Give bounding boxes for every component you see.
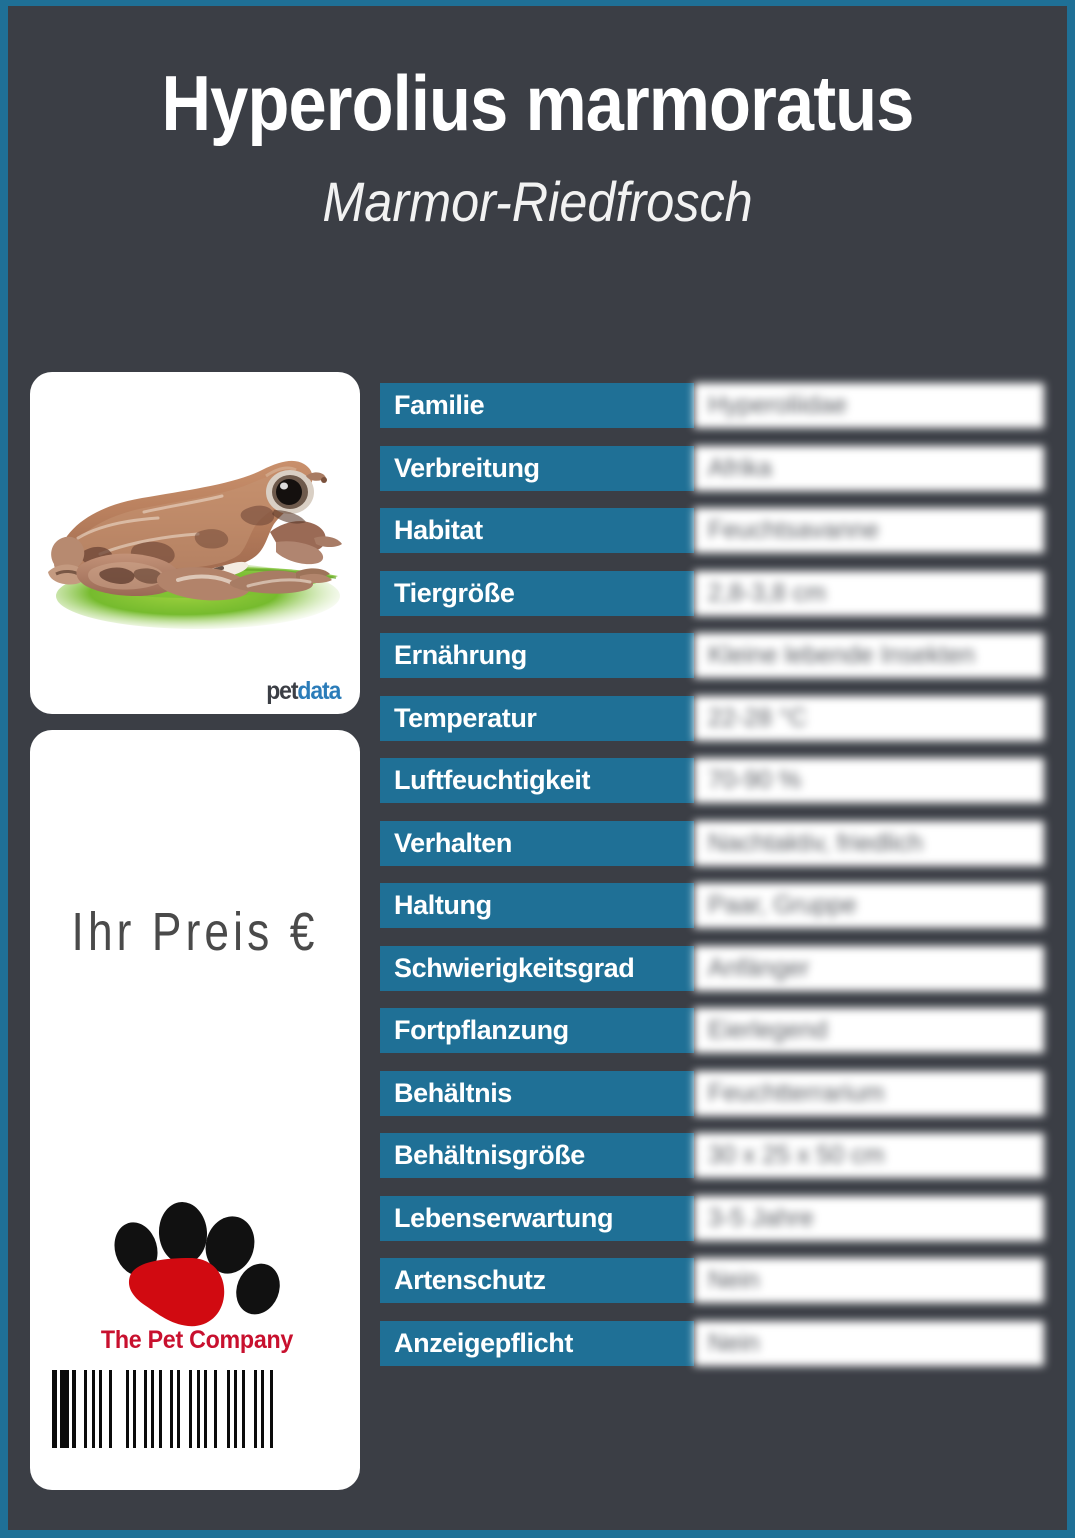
row-value: 30 x 25 x 50 cm	[694, 1133, 1044, 1178]
barcode-bar	[227, 1370, 230, 1448]
barcode-bar	[109, 1370, 112, 1448]
row-label: Verbreitung	[380, 445, 694, 491]
table-row: Ernährung Kleine lebende Insekten	[380, 633, 1044, 678]
row-label: Temperatur	[380, 695, 694, 741]
row-value: 70-90 %	[694, 758, 1044, 803]
species-info-poster: Hyperolius marmoratus Marmor-Riedfrosch	[8, 6, 1067, 1530]
row-label: Anzeigepflicht	[380, 1320, 694, 1366]
table-row: Lebenserwartung 3-5 Jahre	[380, 1195, 1044, 1241]
barcode-bar	[60, 1370, 69, 1448]
row-value: 3-5 Jahre	[694, 1195, 1044, 1241]
barcode-bar	[245, 1370, 254, 1448]
row-value: 2,8-3,8 cm	[694, 570, 1044, 616]
row-label: Ernährung	[380, 633, 694, 678]
barcode-bar	[99, 1370, 102, 1448]
row-value: 22-28 °C	[694, 695, 1044, 741]
barcode-bar	[204, 1370, 207, 1448]
barcode-bar	[126, 1370, 129, 1448]
barcode-bar	[197, 1370, 200, 1448]
barcode-bar	[270, 1370, 273, 1448]
row-label: Verhalten	[380, 820, 694, 866]
price-card: Ihr Preis € The Pet Company	[30, 730, 360, 1490]
barcode-bar	[180, 1370, 189, 1448]
table-row: Haltung Paar, Gruppe	[380, 883, 1044, 928]
table-row: Habitat Feuchtsavanne	[380, 508, 1044, 553]
page-title: Hyperolius marmoratus	[161, 59, 914, 147]
row-value: Paar, Gruppe	[694, 883, 1044, 928]
row-value: Feuchtterrarium	[694, 1070, 1044, 1116]
table-row: Schwierigkeitsgrad Anfänger	[380, 945, 1044, 991]
row-label: Luftfeuchtigkeit	[380, 758, 694, 803]
barcode-bar	[177, 1370, 180, 1448]
row-label: Haltung	[380, 883, 694, 928]
barcode-bar	[242, 1370, 245, 1448]
barcode-bar	[112, 1370, 126, 1448]
barcode-bar	[214, 1370, 217, 1448]
poster-header: Hyperolius marmoratus Marmor-Riedfrosch	[8, 6, 1067, 306]
barcode-bar	[72, 1370, 76, 1448]
paw-print-icon	[114, 1202, 280, 1327]
table-row: Artenschutz Nein	[380, 1258, 1044, 1303]
table-row: Fortpflanzung Eierlegend	[380, 1008, 1044, 1053]
table-row: Verhalten Nachtaktiv, friedlich	[380, 820, 1044, 866]
table-row: Behältnisgröße 30 x 25 x 50 cm	[380, 1133, 1044, 1178]
species-info-table: Familie Hyperoliidae Verbreitung Afrika Habi…	[380, 383, 1044, 1383]
barcode-bar	[207, 1370, 214, 1448]
barcode-bar	[189, 1370, 192, 1448]
barcode-bar	[84, 1370, 87, 1448]
price-label: Ihr Preis €	[71, 902, 319, 962]
barcode-bar	[136, 1370, 144, 1448]
row-label: Schwierigkeitsgrad	[380, 945, 694, 991]
row-value: Hyperoliidae	[694, 383, 1044, 428]
barcode	[52, 1370, 338, 1448]
row-label: Behältnis	[380, 1070, 694, 1116]
pet-company-logo: The Pet Company	[78, 1202, 316, 1372]
barcode-bar	[76, 1370, 84, 1448]
barcode-bar	[254, 1370, 257, 1448]
row-value: Eierlegend	[694, 1008, 1044, 1053]
barcode-bar	[273, 1370, 281, 1448]
row-label: Habitat	[380, 508, 694, 553]
barcode-bar	[151, 1370, 154, 1448]
brand-name: The Pet Company	[100, 1326, 294, 1354]
barcode-bar	[162, 1370, 170, 1448]
page-subtitle: Marmor-Riedfrosch	[322, 170, 753, 233]
row-value: Afrika	[694, 445, 1044, 491]
barcode-bar	[102, 1370, 109, 1448]
row-value: Nein	[694, 1320, 1044, 1366]
table-row: Temperatur 22-28 °C	[380, 695, 1044, 741]
row-label: Lebenserwartung	[380, 1195, 694, 1241]
barcode-bar	[217, 1370, 227, 1448]
barcode-bar	[234, 1370, 237, 1448]
barcode-bar	[159, 1370, 162, 1448]
barcode-bar	[133, 1370, 136, 1448]
frog-illustration	[48, 460, 342, 629]
row-value: Anfänger	[694, 945, 1044, 991]
row-value: Nein	[694, 1258, 1044, 1303]
row-label: Behältnisgröße	[380, 1133, 694, 1178]
species-photo-card: petdata	[30, 372, 360, 714]
row-value: Nachtaktiv, friedlich	[694, 820, 1044, 866]
table-row: Verbreitung Afrika	[380, 445, 1044, 491]
species-photo	[38, 414, 352, 634]
table-row: Behältnis Feuchtterrarium	[380, 1070, 1044, 1116]
barcode-bar	[92, 1370, 95, 1448]
table-row: Tiergröße 2,8-3,8 cm	[380, 570, 1044, 616]
table-row: Familie Hyperoliidae	[380, 383, 1044, 428]
barcode-bar	[144, 1370, 147, 1448]
row-value: Feuchtsavanne	[694, 508, 1044, 553]
barcode-bar	[170, 1370, 173, 1448]
row-label: Tiergröße	[380, 570, 694, 616]
petdata-watermark: petdata	[266, 677, 342, 705]
row-value: Kleine lebende Insekten	[694, 633, 1044, 678]
table-row: Luftfeuchtigkeit 70-90 %	[380, 758, 1044, 803]
row-label: Artenschutz	[380, 1258, 694, 1303]
barcode-bar	[52, 1370, 57, 1448]
barcode-bar	[261, 1370, 264, 1448]
table-row: Anzeigepflicht Nein	[380, 1320, 1044, 1366]
petdata-watermark-pet: pet	[266, 677, 299, 705]
row-label: Familie	[380, 383, 694, 428]
row-label: Fortpflanzung	[380, 1008, 694, 1053]
petdata-watermark-data: data	[297, 677, 342, 705]
